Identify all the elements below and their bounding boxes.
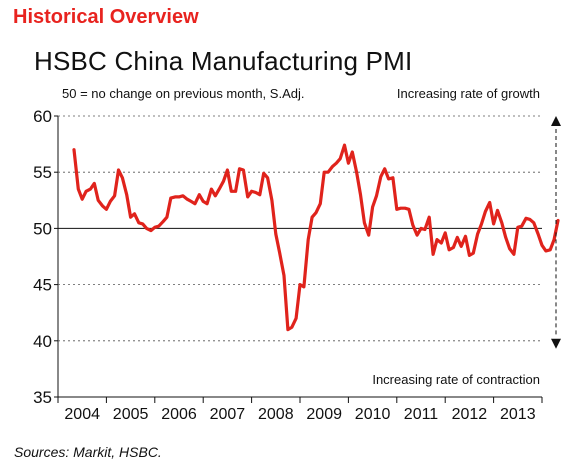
x-tick-label: 2004 bbox=[64, 406, 100, 423]
y-tick-label: 60 bbox=[33, 107, 52, 126]
x-tick-label: 2011 bbox=[404, 406, 439, 423]
chart-axes: 35 40 45 50 55 60 2004 2005 2006 2007 2008 2009 2010… bbox=[33, 107, 543, 423]
y-tick-label: 50 bbox=[33, 219, 52, 238]
x-tick-label: 2008 bbox=[258, 406, 294, 423]
x-tick-label: 2013 bbox=[500, 406, 536, 423]
x-tick-label: 2005 bbox=[113, 406, 149, 423]
x-tick-label: 2007 bbox=[210, 406, 246, 423]
pmi-series-line bbox=[72, 143, 560, 332]
x-tick-label: 2006 bbox=[161, 406, 197, 423]
x-tick-label: 2009 bbox=[306, 406, 342, 423]
y-tick-label: 40 bbox=[33, 332, 52, 351]
section-header: Historical Overview bbox=[13, 6, 199, 28]
growth-note: Increasing rate of growth bbox=[396, 86, 540, 101]
y-tick-label: 45 bbox=[33, 276, 52, 295]
arrow-up-icon bbox=[551, 116, 561, 126]
y-tick-label: 35 bbox=[33, 388, 52, 407]
baseline-note: 50 = no change on previous month, S.Adj. bbox=[62, 86, 305, 101]
x-tick-label: 2012 bbox=[452, 406, 488, 423]
x-tick-label: 2010 bbox=[355, 406, 391, 423]
chart-marks bbox=[72, 143, 560, 332]
direction-arrows bbox=[551, 116, 561, 349]
contraction-note: Increasing rate of contraction bbox=[372, 372, 540, 387]
y-tick-label: 55 bbox=[33, 163, 52, 182]
arrow-down-icon bbox=[551, 338, 561, 349]
chart-title: HSBC China Manufacturing PMI bbox=[34, 46, 413, 76]
source-note: Sources: Markit, HSBC. bbox=[14, 444, 162, 460]
